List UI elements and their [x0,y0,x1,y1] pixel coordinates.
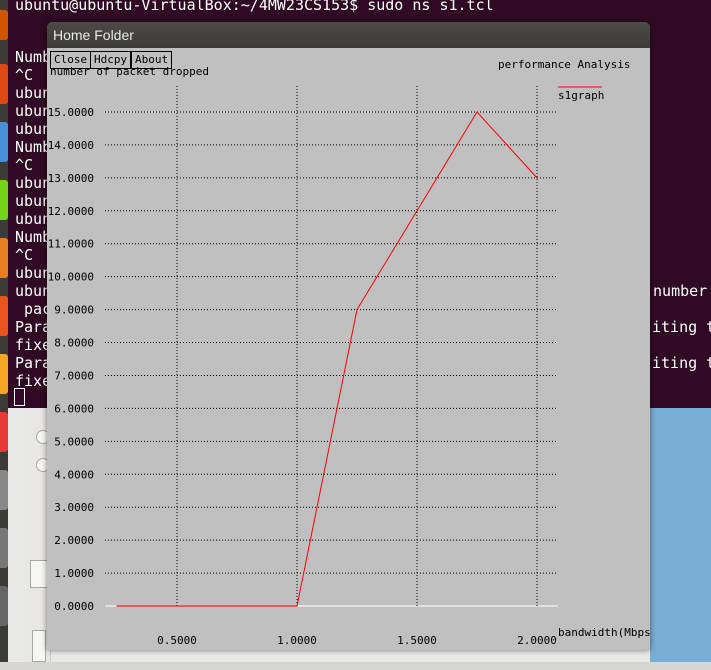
launcher-icon[interactable] [0,64,8,104]
y-tick-label: 15.0000 [48,106,94,119]
launcher-icon[interactable] [0,10,8,40]
y-tick-label: 0.0000 [54,600,94,613]
y-tick-label: 11.0000 [48,238,94,251]
y-tick-label: 6.0000 [54,402,94,415]
terminal-right-text: iting to [652,318,711,336]
terminal-line: ubun [15,84,52,102]
launcher-icon[interactable] [0,586,8,626]
terminal-line: ^C [15,156,34,174]
terminal-line: ^C [15,246,34,264]
bottom-strip [0,662,711,670]
terminal-right-text: 'number [644,282,708,300]
launcher-icon[interactable] [0,470,8,510]
launcher [0,0,8,670]
desktop-wallpaper [650,408,711,662]
terminal-line: ubun [15,264,52,282]
background-scrollbar[interactable] [32,630,46,662]
x-tick-label: 1.5000 [397,634,437,647]
terminal-line: Para [15,354,52,372]
y-tick-label: 8.0000 [54,337,94,350]
series-line [117,111,538,607]
terminal-cursor [14,388,25,406]
terminal-line: ubun [15,192,52,210]
terminal-line: ubun [15,102,52,120]
terminal-line: ubun [15,120,52,138]
launcher-icon[interactable] [0,296,8,336]
data-point [476,111,478,113]
title-bar[interactable]: Home Folder [47,22,650,48]
plot-area: 0.0000 1.0000 2.0000 3.0000 4.0000 5.0000 6.00… [48,86,602,647]
close-button[interactable]: Close [50,51,92,69]
terminal-line: ubun [15,174,52,192]
launcher-icon[interactable] [0,122,8,162]
background-file-window [24,408,51,662]
data-point [536,177,538,179]
terminal-line: Para [15,318,52,336]
x-tick-label: 2.0000 [517,634,557,647]
y-tick-label: 2.0000 [54,534,94,547]
y-tick-label: 12.0000 [48,205,94,218]
y-tick-label: 3.0000 [54,501,94,514]
about-button[interactable]: About [131,51,173,69]
legend-label: s1graph [558,89,605,102]
launcher-icon[interactable] [0,412,8,452]
launcher-icon[interactable] [0,180,8,220]
terminal-line: fixe [15,372,52,390]
data-point [296,605,298,607]
window-title: Home Folder [53,27,134,43]
chart-title: performance Analysis [498,58,631,71]
terminal-line: pac [15,300,52,318]
terminal-line: Numb [15,138,52,156]
y-tick-label: 5.0000 [54,435,94,448]
x-axis-label: bandwidth(Mbps) [558,626,650,639]
terminal-right-text: iting to [652,354,711,372]
x-tick-label: 1.0000 [277,634,317,647]
terminal-line: ubun [15,282,52,300]
hdcpy-button[interactable]: Hdcpy [90,51,132,69]
terminal-line: ubuntu@ubuntu-VirtualBox:~/4MW23CS153$ s… [15,0,494,14]
launcher-icon[interactable] [0,354,8,394]
y-tick-label: 13.0000 [48,172,94,185]
terminal-line: Numb [15,228,52,246]
terminal-line: ubun [15,210,52,228]
terminal-line: Numb [15,48,52,66]
terminal-line: fixe [15,336,52,354]
launcher-icon[interactable] [0,238,8,278]
xgraph-window[interactable]: Home Folder Close Hdcpy About number of … [47,22,650,650]
y-axis-label: number of packet dropped [50,65,209,78]
x-tick-label: 0.5000 [157,634,197,647]
y-tick-label: 9.0000 [54,304,94,317]
y-tick-label: 1.0000 [54,567,94,580]
y-tick-label: 7.0000 [54,369,94,382]
data-point [116,605,118,607]
y-tick-label: 14.0000 [48,139,94,152]
data-point [356,309,358,311]
terminal-line: ^C [15,66,34,84]
y-tick-label: 10.0000 [48,271,94,284]
y-tick-label: 4.0000 [54,468,94,481]
launcher-icon[interactable] [0,528,8,568]
